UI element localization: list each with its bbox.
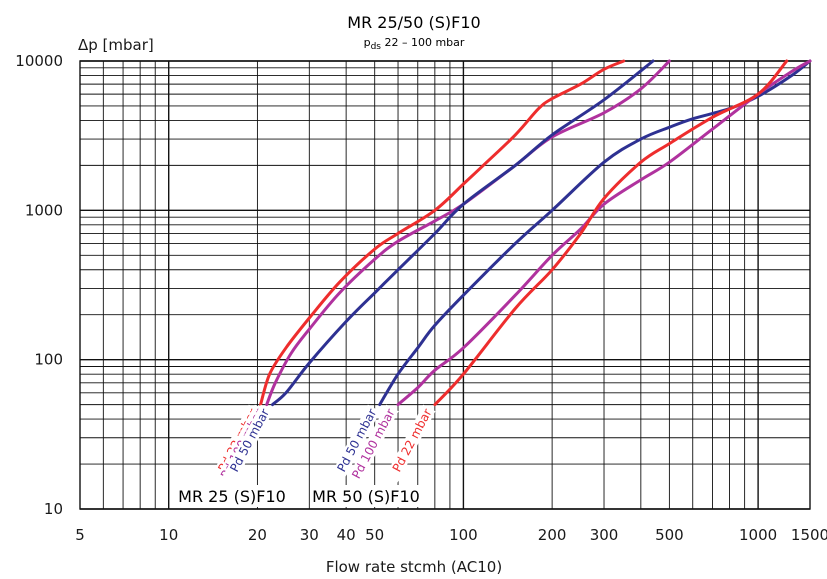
x-axis-label: Flow rate stcmh (AC10) [326,558,502,576]
series-line [265,59,671,407]
series-layer [259,59,812,407]
x-tick-label: 1000 [739,526,777,544]
series-line [433,59,789,407]
x-tick-label: 40 [337,526,356,544]
y-tick-label: 10 [44,500,63,518]
chart-title: MR 25/50 (S)F10 [347,13,480,32]
y-tick-label: 10000 [15,52,63,70]
group-label-mr25: MR 25 (S)F10 [178,487,286,506]
chart-subtitle: pds 22 – 100 mbar [364,36,465,52]
x-tick-label: 20 [248,526,267,544]
series-label-bg [346,404,399,486]
group-label-mr50: MR 50 (S)F10 [312,487,420,506]
x-tick-label: 200 [538,526,567,544]
x-tick-labels: 5 10 20 30 40 50 100 200 300 500 1000 1500 [75,526,827,544]
grid [79,60,811,510]
group-label-bg-mr25 [178,485,286,507]
series-line [259,59,626,407]
x-tick-label: 100 [449,526,478,544]
subtitle-prefix: p [364,36,371,49]
y-tick-labels: 10 100 1000 10000 [15,52,63,518]
y-tick-label: 1000 [25,201,63,219]
x-tick-label: 1500 [791,526,827,544]
subtitle-subscript: ds [371,42,382,52]
x-tick-label: 5 [75,526,85,544]
series-label-bg [221,404,274,486]
x-tick-label: 300 [590,526,619,544]
x-tick-label: 50 [365,526,384,544]
series-label-bg [328,404,381,486]
x-tick-label: 500 [655,526,684,544]
series-line [378,59,812,407]
group-label-bg-mr50 [311,485,421,507]
x-tick-label: 10 [159,526,178,544]
y-axis-label: Δp [mbar] [78,36,154,54]
y-tick-label: 100 [34,351,63,369]
series-label-bg [383,404,436,486]
subtitle-text: 22 – 100 mbar [381,36,465,49]
series-line [271,59,655,407]
plot-frame [79,60,811,510]
x-tick-label: 30 [300,526,319,544]
